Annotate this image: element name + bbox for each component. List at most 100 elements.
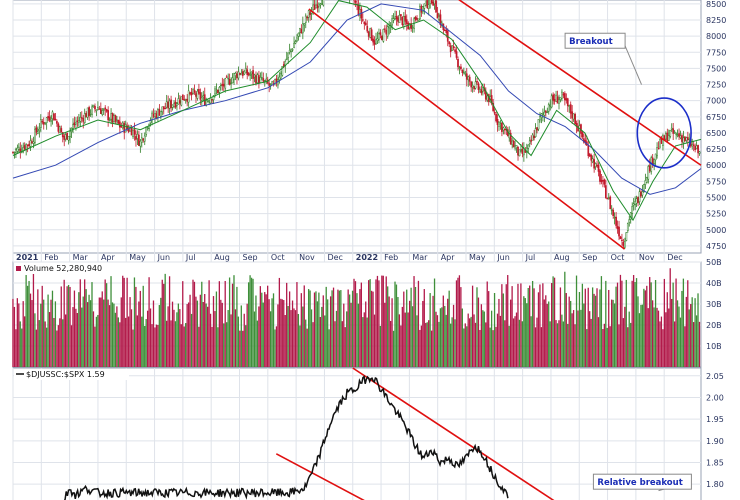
candle-body [378,33,380,40]
candle-body [395,16,398,20]
candle-body [293,43,295,49]
candle-body [287,52,290,58]
candle-body [304,15,307,23]
volume-bar [343,303,345,367]
volume-bar [359,289,361,367]
breakout-circle [636,97,692,169]
volume-bar [684,326,686,367]
candle-body [111,113,114,123]
candle-body [480,89,483,94]
volume-bar [185,323,187,367]
candle-body [214,88,216,95]
volume-bar [29,293,32,367]
candle-body [503,128,506,131]
volume-bar [590,318,592,367]
volume-bar [324,315,326,367]
candle-body [606,198,609,200]
volume-bar [47,294,49,367]
volume-bar [307,289,310,367]
candle-body [463,71,465,74]
price-y-tick: 7750 [706,48,726,57]
volume-bar [471,285,474,367]
candle-body [291,49,294,51]
candle-body [635,198,638,204]
volume-bar [430,330,433,367]
volume-bar [542,283,544,367]
x-tick-label: Dec [667,253,682,262]
candle-body [502,127,505,131]
volume-bar [100,297,102,367]
volume-bar [373,314,376,367]
candle-body [372,38,374,43]
volume-bar [211,326,213,367]
volume-bar [436,315,439,367]
volume-bar [640,304,642,367]
volume-bar [187,302,190,367]
volume-bar [632,275,635,367]
volume-bar [22,301,24,367]
candle-body [113,115,115,122]
volume-bar [277,304,279,367]
volume-bar [520,283,522,367]
candle-body [82,117,85,122]
candle-body [514,145,516,149]
candle-body [281,66,284,76]
candle-body [61,132,64,138]
candle-body [312,4,314,10]
candle-body [555,94,557,102]
candle-body [162,106,165,110]
candle-body [110,113,112,120]
candle-body [307,10,310,18]
candle-body [416,17,418,20]
candle-body [158,109,161,116]
volume-bar [26,285,29,367]
candle-body [465,73,468,80]
breakout-label-box [564,32,626,49]
volume-bar [190,313,193,367]
volume-bar [455,280,458,367]
volume-bar [414,286,417,367]
volume-bar [85,289,87,367]
volume-bar [214,311,216,367]
volume-bar [183,326,185,367]
volume-bar [233,275,235,367]
volume-bar [543,299,545,367]
volume-bar [148,277,150,367]
volume-bar [408,300,411,367]
volume-bar [469,318,471,367]
volume-bar [444,305,446,367]
volume-bars [12,264,701,367]
candle-body [64,134,67,140]
candle-body [641,191,644,196]
volume-bar [375,279,377,367]
volume-bar [230,314,232,367]
volume-bar [231,283,234,367]
volume-bar [166,320,168,367]
volume-bar [237,316,240,367]
price-y-tick: 6500 [706,129,726,138]
x-tick-label: Mar [73,253,89,262]
volume-bar [110,276,112,367]
volume-bar [463,328,465,367]
volume-bar [75,308,77,367]
candle-body [250,71,253,75]
candle-body [313,4,316,10]
volume-bar [259,286,261,367]
candle-body [386,26,389,37]
candle-body [316,4,319,9]
candle-body [495,113,497,122]
volume-bar [608,289,610,367]
x-tick-label: Feb [384,253,398,262]
volume-bar [675,278,677,367]
volume-bar [120,297,122,367]
volume-bar [315,291,317,367]
candle-body [309,12,312,15]
volume-bar [575,275,578,367]
volume-bar [622,318,625,367]
candle-body [187,90,190,103]
volume-bar [404,312,406,367]
volume-bar [448,290,450,367]
volume-bar [476,287,478,367]
candle-body [120,125,123,128]
candle-body [319,3,322,6]
